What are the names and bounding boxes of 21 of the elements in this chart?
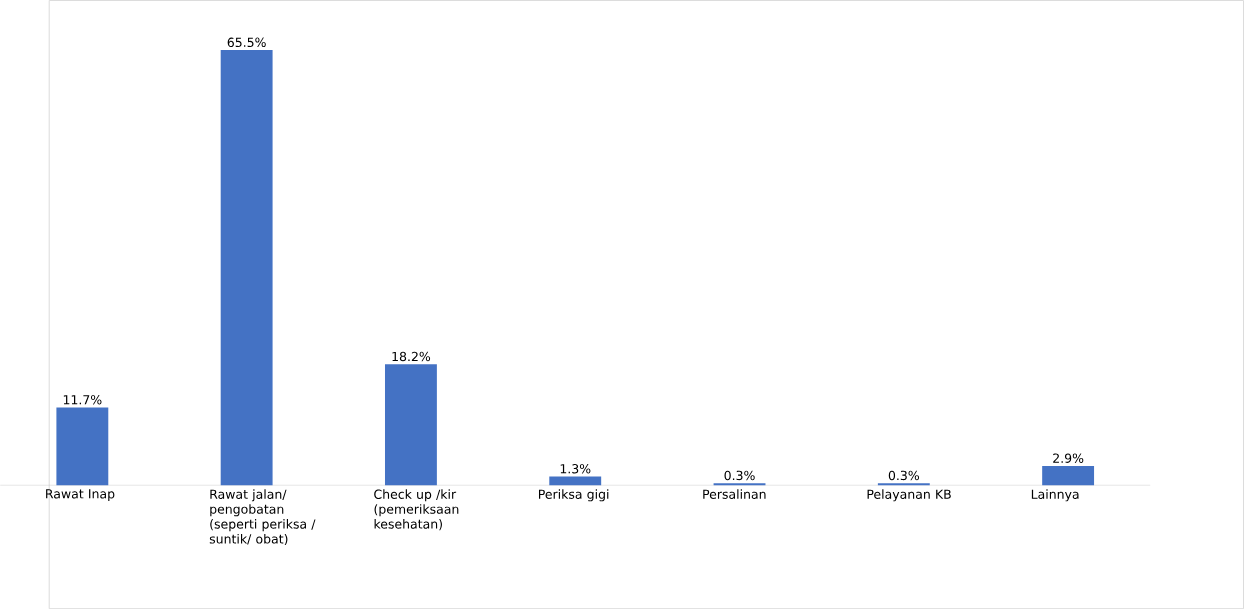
- data-label: 1.3%: [560, 463, 591, 474]
- data-label: 2.9%: [1053, 453, 1084, 463]
- bar: [877, 483, 930, 486]
- x-tick-label: Persalinan: [703, 489, 766, 499]
- x-tick-label: Rawat Inap: [46, 489, 115, 501]
- data-label: 18.2%: [392, 351, 431, 362]
- bar: [220, 50, 273, 486]
- data-label: 65.5%: [227, 37, 266, 47]
- x-tick-label: Rawat jalan/ pengobatan (seperti periksa / suntik/ obat): [209, 489, 316, 545]
- x-tick-label: Pelayanan KB: [867, 489, 951, 502]
- bar: [384, 364, 437, 486]
- x-tick-label: Lainnya: [1031, 489, 1079, 502]
- bar: [713, 483, 766, 486]
- bar: [1042, 465, 1095, 486]
- data-label: 0.3%: [724, 470, 755, 481]
- x-tick-label: Check up /kir (pemeriksaan kesehatan): [374, 489, 459, 531]
- data-label: 11.7%: [63, 394, 102, 405]
- x-tick-label: Periksa gigi: [538, 489, 609, 502]
- data-label: 0.3%: [888, 470, 919, 481]
- bar: [56, 407, 109, 486]
- bar: [549, 476, 602, 486]
